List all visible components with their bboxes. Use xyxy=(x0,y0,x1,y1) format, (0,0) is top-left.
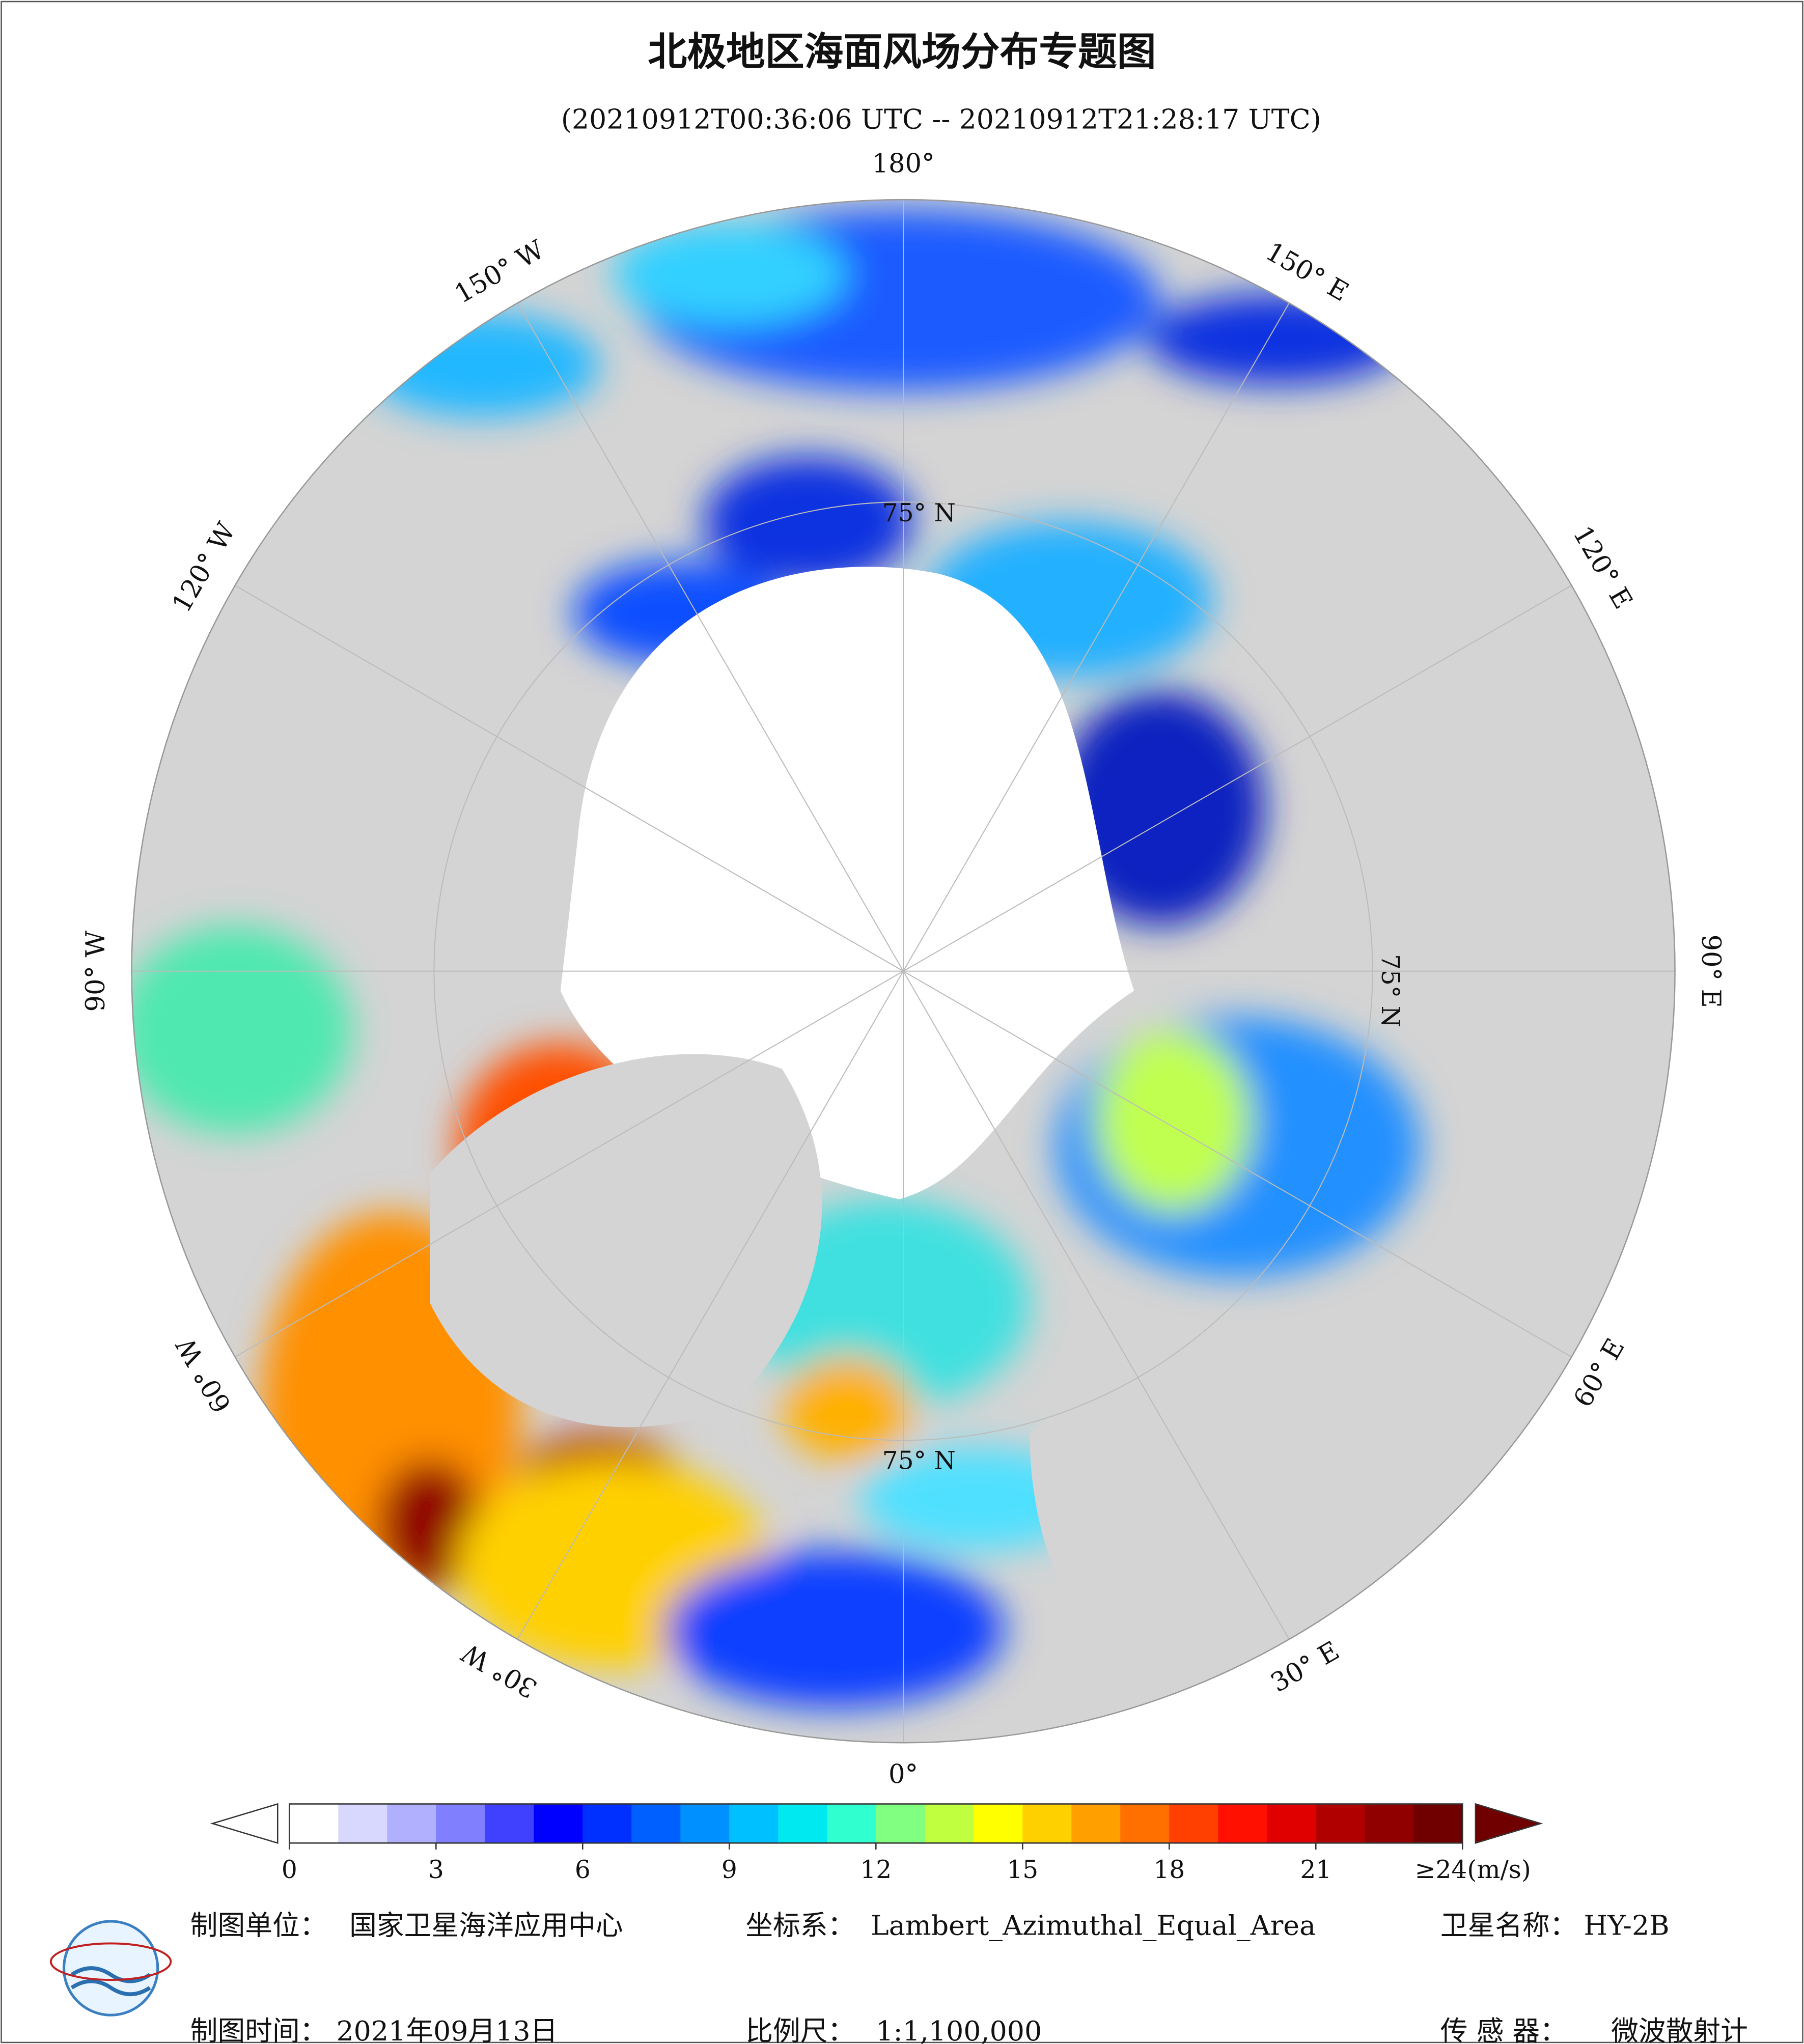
colorbar-swatch xyxy=(387,1804,437,1843)
longitude-label: 60° W xyxy=(170,1332,237,1418)
colorbar-swatch xyxy=(1365,1804,1414,1843)
colorbar-swatch xyxy=(974,1804,1023,1843)
footer-label: 比例尺： xyxy=(745,2015,855,2044)
meridian xyxy=(235,585,904,972)
footer-value: 国家卫星海洋应用中心 xyxy=(349,1910,623,1942)
longitude-label: 90° E xyxy=(1696,934,1726,1007)
colorbar-tick-label: 9 xyxy=(721,1856,737,1884)
footer-label: 坐标系： xyxy=(745,1910,855,1942)
colorbar-swatch xyxy=(485,1804,535,1843)
meridian xyxy=(903,585,1572,972)
colorbar-tick-label: ≥24(m/s) xyxy=(1415,1856,1531,1884)
footer-label: 传 感 器： xyxy=(1440,2015,1567,2044)
footer-value: HY-2B xyxy=(1584,1910,1669,1942)
colorbar-over xyxy=(1475,1803,1543,1844)
footer-value: 微波散射计 xyxy=(1611,2015,1748,2044)
colorbar-swatch xyxy=(534,1804,584,1843)
colorbar-under xyxy=(210,1803,279,1844)
colorbar-swatch xyxy=(338,1804,388,1843)
colorbar-swatch xyxy=(729,1804,779,1843)
graticule xyxy=(131,200,1675,1743)
colorbar-swatch xyxy=(1413,1804,1463,1843)
longitude-label: 0° xyxy=(889,1759,918,1790)
footer-value: Lambert_Azimuthal_Equal_Area xyxy=(871,1910,1316,1942)
latitude-label: 75° N xyxy=(882,499,956,527)
meridian xyxy=(903,971,1290,1640)
sea-ice xyxy=(560,567,1134,1199)
colorbar-swatch xyxy=(925,1804,975,1843)
colorbar-tick-label: 0 xyxy=(282,1856,297,1884)
footer-label: 制图单位： xyxy=(190,1910,327,1942)
colorbar-swatch xyxy=(876,1804,926,1843)
map-border xyxy=(131,199,1676,1744)
colorbar-swatch xyxy=(827,1804,877,1843)
meridian xyxy=(903,970,1572,1358)
colorbar-swatch xyxy=(1316,1804,1366,1843)
subtitle: (20210912T00:36:06 UTC -- 20210912T21:28… xyxy=(561,103,1321,135)
colorbar-swatch xyxy=(289,1804,339,1843)
colorbar-tick-label: 18 xyxy=(1153,1856,1185,1884)
title: 北极地区海面风场分布专题图 xyxy=(648,29,1156,75)
colorbar: 0 3 6 9 12 15 18 21 ≥24(m/s) xyxy=(210,1803,1543,1884)
latitude-label: 75° N xyxy=(882,1446,956,1475)
colorbar-swatch xyxy=(778,1804,828,1843)
footer-label: 卫星名称： xyxy=(1440,1910,1577,1942)
colorbar-swatch xyxy=(436,1804,486,1843)
meridian xyxy=(235,970,904,1358)
latitude-label: 75° N xyxy=(1376,954,1404,1027)
colorbar-swatch xyxy=(582,1804,632,1843)
footer-label: 制图时间： xyxy=(190,2015,327,2044)
colorbar-tick-label: 12 xyxy=(860,1856,892,1884)
colorbar-tick-label: 6 xyxy=(575,1856,591,1884)
longitude-label: 90° W xyxy=(80,930,111,1012)
footer-value: 2021年09月13日 xyxy=(336,2015,558,2044)
colorbar-swatch xyxy=(1169,1804,1219,1843)
colorbar-tick-label: 15 xyxy=(1007,1856,1038,1884)
longitude-label: 180° xyxy=(872,149,934,179)
footer: 制图单位： 国家卫星海洋应用中心 坐标系： Lambert_Azimuthal_… xyxy=(190,1910,1748,2044)
colorbar-tick-label: 3 xyxy=(428,1856,444,1884)
footer-value: 1:1,100,000 xyxy=(876,2015,1042,2044)
colorbar-swatch xyxy=(631,1804,681,1843)
meridian xyxy=(517,302,904,972)
colorbar-swatch xyxy=(1218,1804,1268,1843)
meridian xyxy=(517,971,904,1640)
colorbar-tick-label: 21 xyxy=(1300,1856,1331,1884)
greenland xyxy=(430,1054,822,1427)
logo xyxy=(49,1920,172,2017)
longitude-label: 30° W xyxy=(457,1637,543,1704)
colorbar-swatch xyxy=(680,1804,730,1843)
colorbar-swatch xyxy=(1267,1804,1317,1843)
meridian xyxy=(903,302,1290,972)
map-body xyxy=(131,200,1675,1743)
scandinavia xyxy=(1030,1379,1303,1695)
colorbar-swatch xyxy=(1120,1804,1170,1843)
colorbar-swatch xyxy=(1022,1804,1072,1843)
colorbar-swatch xyxy=(1071,1804,1121,1843)
